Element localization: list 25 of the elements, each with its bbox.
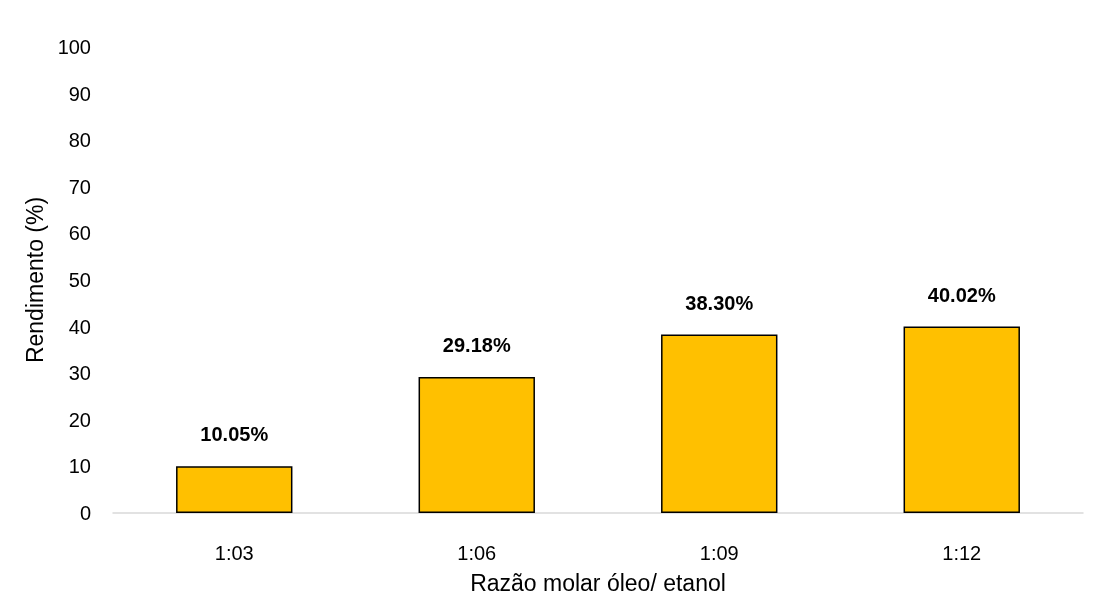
y-tick-label: 10	[68, 455, 91, 478]
y-tick-label: 70	[68, 175, 91, 198]
y-tick-label: 100	[57, 36, 91, 58]
data-label: 10.05%	[200, 423, 269, 446]
data-label: 40.02%	[927, 283, 996, 306]
x-tick-label: 1:12	[942, 542, 982, 564]
bar	[418, 377, 535, 513]
bar	[903, 326, 1020, 513]
x-tick-label: 1:06	[457, 542, 497, 564]
y-tick-label: 90	[68, 82, 91, 105]
y-tick-label: 20	[68, 408, 91, 431]
y-tick-label: 80	[68, 129, 91, 152]
x-tick-label: 1:09	[699, 542, 739, 564]
y-tick-label: 60	[68, 222, 91, 245]
y-tick-label: 0	[79, 502, 91, 524]
y-tick-label: 50	[68, 269, 91, 291]
y-axis-title: Rendimento (%)	[22, 196, 49, 364]
bar	[176, 466, 293, 513]
data-label: 38.30%	[685, 291, 754, 314]
data-label: 29.18%	[442, 334, 511, 357]
y-tick-label: 30	[68, 362, 91, 385]
y-tick-label: 40	[68, 315, 91, 338]
x-tick-label: 1:03	[214, 542, 254, 564]
bar	[661, 334, 778, 513]
x-axis-title: Razão molar óleo/ etanol	[470, 569, 726, 596]
